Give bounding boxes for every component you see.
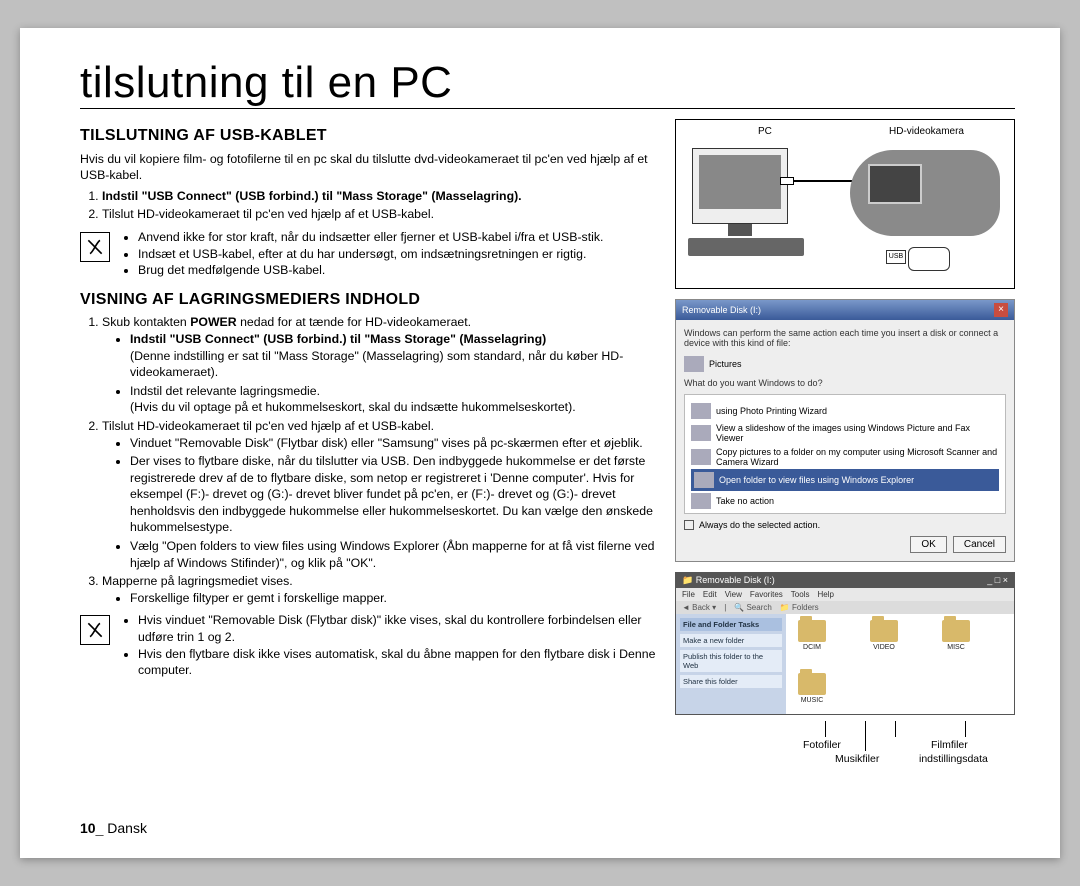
note-item: Brug det medfølgende USB-kabel. <box>138 262 603 279</box>
side-task[interactable]: Publish this folder to the Web <box>680 650 782 672</box>
page-title: tilslutning til en PC <box>80 58 1015 109</box>
toolbar-back[interactable]: ◄ Back ▾ <box>682 603 716 612</box>
pointer-settings: indstillingsdata <box>919 753 988 765</box>
side-task[interactable]: Make a new folder <box>680 634 782 647</box>
pictures-label: Pictures <box>709 359 742 369</box>
ok-button[interactable]: OK <box>910 536 946 553</box>
note-icon <box>80 232 110 262</box>
menu-item[interactable]: File <box>682 590 695 599</box>
s2-step2-bullet: Vælg "Open folders to view files using W… <box>130 538 657 571</box>
step2-text: Tilslut HD-videokameraet til pc'en ved h… <box>102 206 657 223</box>
left-column: TILSLUTNING AF USB-KABLET Hvis du vil ko… <box>80 119 657 765</box>
s2-step1-b2-cont: (Hvis du vil optage på et hukommelseskor… <box>130 400 576 414</box>
dialog-ask: What do you want Windows to do? <box>684 378 1006 388</box>
note-item: Indsæt et USB-kabel, efter at du har und… <box>138 246 603 263</box>
s2-step3-lead: Mapperne på lagringsmediet vises. <box>102 574 293 588</box>
section1-intro: Hvis du vil kopiere film- og fotofilerne… <box>80 151 657 184</box>
close-icon[interactable]: × <box>994 303 1008 317</box>
footer: 10_ Dansk <box>80 820 147 836</box>
note-item: Hvis den flytbare disk ikke vises automa… <box>138 646 657 679</box>
s2-step2-bullet: Vinduet "Removable Disk" (Flytbar disk) … <box>130 435 657 452</box>
page-number: 10 <box>80 820 96 836</box>
cancel-button[interactable]: Cancel <box>953 536 1006 553</box>
right-column: PC HD-videokamera USB Re <box>675 119 1015 765</box>
dialog-title: Removable Disk (I:) <box>682 305 761 315</box>
menu-item[interactable]: Edit <box>703 590 717 599</box>
s2-step1-b1: Indstil "USB Connect" (USB forbind.) til… <box>130 332 546 346</box>
footer-lang: Dansk <box>103 820 147 836</box>
pc-label: PC <box>758 126 772 137</box>
menu-item[interactable]: View <box>725 590 742 599</box>
dialog-option[interactable]: Take no action <box>691 491 999 511</box>
folder-music[interactable]: MUSIC <box>790 673 834 708</box>
dialog-option[interactable]: using Photo Printing Wizard <box>691 401 999 421</box>
s2-step2-lead: Tilslut HD-videokameraet til pc'en ved h… <box>102 419 434 433</box>
autoplay-dialog: Removable Disk (I:) × Windows can perfor… <box>675 299 1015 562</box>
camera-label: HD-videokamera <box>889 126 964 137</box>
dialog-option-selected[interactable]: Open folder to view files using Windows … <box>691 469 999 491</box>
note-item: Anvend ikke for stor kraft, når du indsæ… <box>138 229 603 246</box>
pointer-photo: Fotofiler <box>803 739 841 751</box>
s2-step3-bullet: Forskellige filtyper er gemt i forskelli… <box>130 590 657 607</box>
note-item: Hvis vinduet "Removable Disk (Flytbar di… <box>138 612 657 645</box>
pointer-film: Filmfiler <box>931 739 968 751</box>
s2-step1-b2: Indstil det relevante lagringsmedie. <box>130 384 320 398</box>
always-checkbox[interactable]: Always do the selected action. <box>684 520 1006 530</box>
s2-step1-b1-cont: (Denne indstilling er sat til "Mass Stor… <box>130 349 623 380</box>
connection-illustration: PC HD-videokamera USB <box>675 119 1015 289</box>
side-task[interactable]: Share this folder <box>680 675 782 688</box>
dialog-option[interactable]: View a slideshow of the images using Win… <box>691 421 999 445</box>
folder-misc[interactable]: MISC <box>934 620 978 655</box>
side-header: File and Folder Tasks <box>680 618 782 631</box>
section1-heading: TILSLUTNING AF USB-KABLET <box>80 125 657 147</box>
menu-item[interactable]: Favorites <box>750 590 783 599</box>
window-controls[interactable]: _ □ × <box>987 575 1008 586</box>
toolbar-search[interactable]: 🔍 Search <box>734 603 772 612</box>
note-icon <box>80 615 110 645</box>
explorer-title: Removable Disk (I:) <box>696 575 775 585</box>
pointer-music: Musikfiler <box>835 753 879 765</box>
dialog-option[interactable]: Copy pictures to a folder on my computer… <box>691 445 999 469</box>
dialog-message: Windows can perform the same action each… <box>684 328 1006 348</box>
section2-heading: VISNING AF LAGRINGSMEDIERS INDHOLD <box>80 289 657 311</box>
menu-item[interactable]: Tools <box>791 590 810 599</box>
usb-label: USB <box>886 250 906 264</box>
folder-video[interactable]: VIDEO <box>862 620 906 655</box>
toolbar-folders[interactable]: 📁 Folders <box>780 603 819 612</box>
s2-step2-bullet: Der vises to flytbare diske, når du tils… <box>130 453 657 536</box>
pointer-labels: Fotofiler Filmfiler Musikfiler indstilli… <box>675 725 1015 765</box>
explorer-window: 📁 Removable Disk (I:) _ □ × File Edit Vi… <box>675 572 1015 715</box>
step1-text: Indstil "USB Connect" (USB forbind.) til… <box>102 189 522 203</box>
folder-dcim[interactable]: DCIM <box>790 620 834 655</box>
menu-item[interactable]: Help <box>817 590 833 599</box>
